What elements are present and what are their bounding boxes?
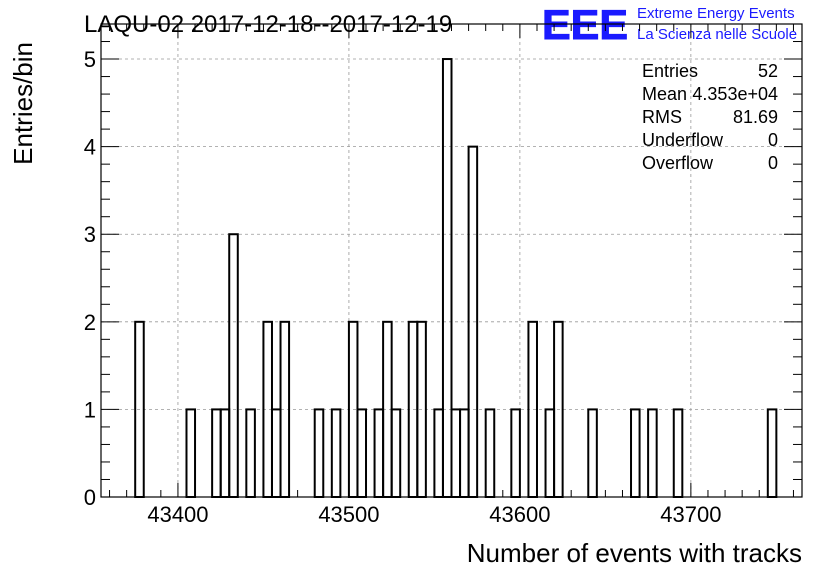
histogram-bin-4 (228, 233, 239, 498)
histogram-bin-20 (450, 408, 462, 498)
stats-value: 4.353e+04 (692, 84, 778, 104)
x-axis-label: Number of events with tracks (467, 538, 802, 568)
y-tick-labels: 0 1 2 3 4 5 (84, 47, 96, 510)
stats-label: Underflow (642, 130, 724, 150)
histogram-bin-10 (330, 408, 342, 498)
stats-value: 52 (758, 61, 778, 81)
histogram-bin-30 (647, 408, 658, 498)
y-tick-label: 2 (84, 310, 96, 335)
histogram-bin-31 (672, 408, 684, 498)
stats-value: 0 (768, 153, 778, 173)
histogram-bin-9 (313, 408, 325, 498)
y-tick-label: 1 (84, 397, 96, 422)
histogram-bin-29 (630, 408, 641, 498)
histogram-bin-26 (544, 408, 556, 498)
stats-label: Overflow (642, 153, 714, 173)
histogram-bin-18 (433, 408, 444, 498)
stats-label: Entries (642, 61, 698, 81)
histogram-bin-24 (510, 408, 521, 498)
stats-value: 81.69 (733, 107, 778, 127)
histogram-bin-23 (484, 408, 496, 498)
eee-logo-line1: Extreme Energy Events (637, 5, 795, 22)
histogram-bin-1 (185, 408, 197, 498)
histogram-bin-3 (219, 408, 231, 498)
histogram-bin-2 (211, 408, 222, 498)
histogram-bin-15 (390, 408, 402, 498)
axis-ticks (101, 23, 802, 498)
x-tick-label: 43700 (660, 502, 721, 527)
x-tick-label: 43400 (147, 502, 208, 527)
stats-box: Entries 52 Mean 4.353e+04 RMS 81.69 Underflow 0… (642, 61, 778, 173)
x-tick-label: 43600 (489, 502, 550, 527)
histogram-bin-32 (766, 408, 778, 498)
plot-frame (100, 23, 803, 498)
x-tick-labels: 43400 43500 43600 43700 (147, 502, 721, 527)
y-tick-label: 3 (84, 222, 96, 247)
histogram-bin-19 (441, 58, 453, 498)
histogram-bin-13 (373, 408, 385, 498)
histogram-bin-12 (356, 408, 368, 498)
y-axis-label: Entries/bin (8, 42, 38, 165)
y-tick-label: 5 (84, 47, 96, 72)
histogram-bin-28 (587, 408, 598, 498)
histogram-bin-21 (459, 408, 470, 498)
y-tick-label: 4 (84, 135, 96, 160)
eee-logo-line2: La Scienza nelle Scuole (637, 26, 797, 43)
histogram-bin-7 (270, 408, 282, 498)
stats-value: 0 (768, 130, 778, 150)
histogram-bin-5 (245, 408, 256, 498)
stats-label: Mean (642, 84, 687, 104)
stats-label: RMS (642, 107, 682, 127)
x-tick-label: 43500 (318, 502, 379, 527)
y-tick-label: 0 (84, 485, 96, 510)
